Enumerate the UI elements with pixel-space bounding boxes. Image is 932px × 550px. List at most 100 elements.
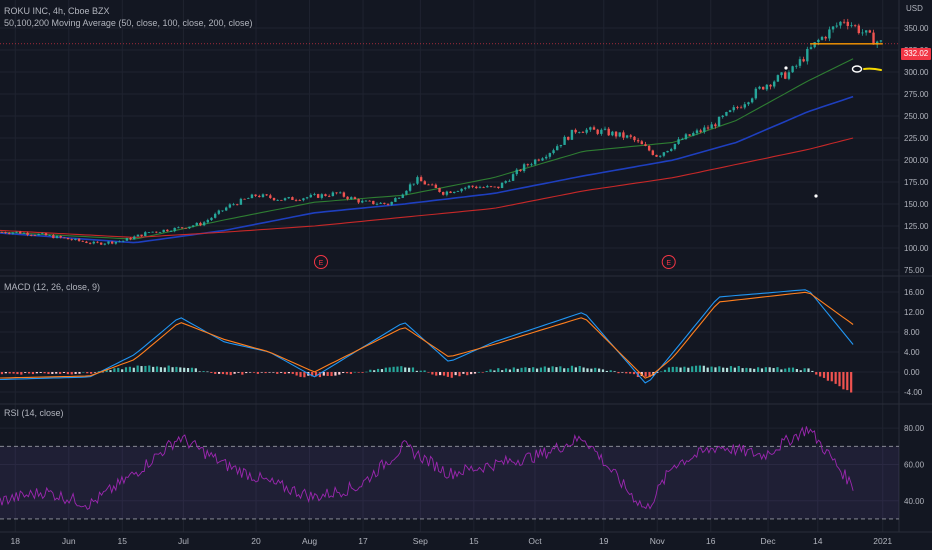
candle-body xyxy=(419,177,423,182)
macd-histogram-bar xyxy=(31,372,35,375)
candle-body xyxy=(703,127,706,132)
macd-histogram-bar xyxy=(466,372,469,376)
macd-histogram-bar xyxy=(66,372,69,375)
candle-body xyxy=(636,140,640,142)
time-tick-label: Aug xyxy=(302,536,317,546)
macd-histogram-bar xyxy=(446,372,449,377)
candle-body xyxy=(743,104,746,108)
candle-body xyxy=(820,36,824,40)
candle-body xyxy=(853,25,857,27)
macd-histogram-bar xyxy=(299,372,302,377)
macd-histogram-bar xyxy=(660,371,663,373)
macd-histogram-bar xyxy=(691,366,694,372)
macd-histogram-bar xyxy=(229,372,232,376)
macd-histogram-bar xyxy=(280,372,283,373)
candle-body xyxy=(493,186,496,188)
macd-histogram-bar xyxy=(202,371,205,372)
macd-histogram-bar xyxy=(485,370,488,372)
macd-histogram-bar xyxy=(501,370,504,372)
candle-body xyxy=(394,198,397,202)
macd-histogram-bar xyxy=(252,372,256,373)
macd-histogram-bar xyxy=(609,370,612,372)
price-axis[interactable]: 75.00 100.00 125.00 150.00 175.00 200.00 225.0… xyxy=(904,24,929,506)
macd-histogram-bar xyxy=(512,367,515,372)
macd-histogram-bar xyxy=(644,372,647,377)
candle-body xyxy=(769,84,772,87)
candle-body xyxy=(276,199,279,201)
candle-body xyxy=(850,25,853,27)
macd-histogram-bar xyxy=(349,372,353,374)
macd-histogram-bar xyxy=(373,370,376,372)
macd-histogram-bar xyxy=(450,372,453,378)
macd-histogram-bar xyxy=(97,371,100,372)
macd-histogram-bar xyxy=(8,372,11,374)
drawing-annotation[interactable] xyxy=(784,65,882,198)
macd-tick-label: 8.00 xyxy=(904,328,920,337)
price-candles[interactable] xyxy=(0,18,883,246)
candle-body xyxy=(486,186,489,188)
macd-histogram-bar xyxy=(113,368,116,372)
macd-histogram-bar xyxy=(547,367,550,372)
rsi-pane[interactable] xyxy=(0,426,899,520)
macd-histogram-bar xyxy=(365,371,368,373)
macd-histogram-bar xyxy=(132,367,135,372)
macd-histogram-bar xyxy=(415,370,418,372)
candle-body xyxy=(191,225,195,227)
macd-histogram-bar xyxy=(326,372,329,376)
candle-body xyxy=(206,220,210,223)
macd-histogram-bar xyxy=(380,369,384,372)
candle-body xyxy=(427,184,430,186)
macd-histogram-bar xyxy=(598,368,601,372)
candle-body xyxy=(754,88,758,99)
macd-histogram-bar xyxy=(295,372,298,376)
candle-body xyxy=(706,127,710,129)
candle-body xyxy=(166,229,169,232)
macd-histogram-bar xyxy=(334,372,337,376)
macd-histogram-bar xyxy=(803,368,806,372)
macd-histogram-bar xyxy=(772,368,775,372)
macd-histogram-bar xyxy=(741,368,744,372)
candle-body xyxy=(725,112,728,116)
candle-body xyxy=(103,243,107,245)
macd-histogram-bar xyxy=(408,367,411,372)
macd-histogram-bar xyxy=(671,366,674,372)
last-price-tag: 332.02 xyxy=(901,48,931,60)
candle-body xyxy=(464,187,467,189)
candle-body xyxy=(63,237,66,239)
candle-body xyxy=(802,59,805,62)
macd-histogram-bar xyxy=(532,367,535,372)
candle-body xyxy=(155,231,158,233)
macd-histogram-bar xyxy=(454,372,457,376)
candle-body xyxy=(383,202,386,204)
candle-body xyxy=(776,75,780,82)
candle-body xyxy=(618,132,621,137)
macd-histogram-bar xyxy=(788,367,791,372)
candle-body xyxy=(26,232,29,235)
macd-histogram-bar xyxy=(206,371,209,373)
candle-body xyxy=(125,238,129,241)
candle-body xyxy=(644,144,647,146)
macd-histogram-bar xyxy=(663,369,667,372)
candle-body xyxy=(269,195,272,198)
macd-histogram-bar xyxy=(559,366,562,372)
macd-histogram-bar xyxy=(563,368,566,372)
time-axis[interactable]: 18 Jun 15 Jul 20 Aug 17 Sep 15 Oct 19 Nov 16 Dec 14 202… xyxy=(11,536,893,546)
candle-body xyxy=(133,236,136,240)
candle-body xyxy=(327,195,331,197)
candle-body xyxy=(600,129,603,134)
candle-body xyxy=(732,107,735,111)
macd-pane[interactable] xyxy=(0,289,854,393)
macd-histogram-bar xyxy=(543,366,546,372)
macd-histogram-bar xyxy=(481,372,484,373)
macd-histogram-bar xyxy=(539,367,543,372)
candle-body xyxy=(52,235,55,239)
candle-body xyxy=(88,242,92,244)
macd-histogram-bar xyxy=(303,372,306,378)
ma-legend: 50,100,200 Moving Average (50, close, 10… xyxy=(4,18,253,28)
candle-body xyxy=(585,129,588,133)
macd-histogram-bar xyxy=(504,368,508,372)
ma-line-ma-200 xyxy=(0,137,854,238)
candle-body xyxy=(302,198,305,201)
